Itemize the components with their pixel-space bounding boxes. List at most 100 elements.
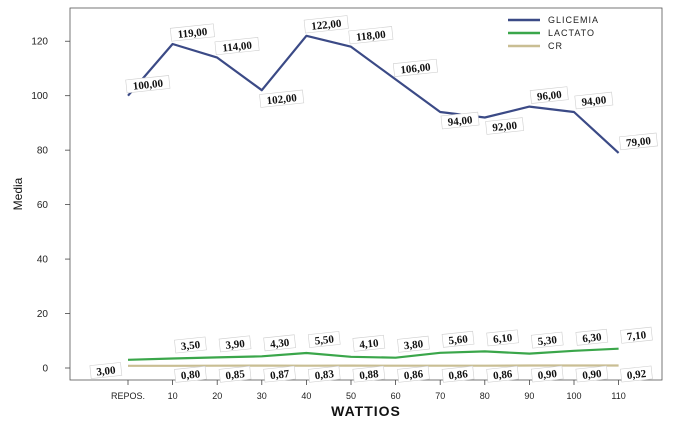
data-label-cr-group: 0,90: [575, 365, 609, 383]
data-labels: 100,00 119,00 114,00 102,00 122,00 118,00 106,…: [89, 15, 658, 383]
data-label-cr-group: 0,86: [441, 365, 475, 383]
data-label-lactato-box: [307, 331, 341, 348]
y-tick-label: 60: [37, 200, 49, 211]
data-label-cr-box: [441, 365, 475, 383]
series-lines: [127, 34, 620, 367]
legend-label-cr: CR: [548, 41, 563, 51]
x-tick-label: REPOS.: [111, 391, 145, 401]
data-label-glicemia-group: 114,00: [214, 37, 260, 56]
data-label-lactato-group: 3,00: [89, 362, 123, 379]
data-label-lactato: 3,50: [180, 339, 201, 353]
data-label-lactato: 6,30: [582, 331, 603, 345]
data-label-cr-group: 0,90: [530, 365, 564, 383]
data-label-lactato-box: [575, 328, 609, 346]
data-label-glicemia: 96,00: [536, 89, 562, 104]
data-label-glicemia-box: [485, 117, 525, 135]
legend-label-lactato: LACTATO: [548, 28, 595, 38]
data-label-cr-group: 0,87: [263, 365, 296, 383]
data-label-cr-group: 0,85: [218, 365, 252, 383]
data-label-lactato: 7,10: [626, 329, 647, 343]
data-label-lactato-group: 5,60: [441, 330, 475, 348]
data-label-cr-box: [486, 365, 519, 383]
data-label-lactato-box: [263, 334, 296, 352]
x-tick-label: 50: [346, 391, 356, 401]
data-label-cr: 0,87: [270, 368, 291, 382]
y-axis: 0 20 40 60 80 100 120: [31, 37, 70, 375]
data-label-lactato-box: [620, 326, 653, 344]
data-label-lactato-group: 4,10: [352, 334, 386, 352]
data-label-glicemia: 79,00: [626, 135, 652, 150]
data-label-glicemia-group: 102,00: [259, 89, 305, 108]
data-label-lactato: 5,50: [314, 333, 335, 347]
data-label-glicemia: 100,00: [132, 78, 164, 93]
x-tick-label: 30: [257, 391, 267, 401]
y-tick-label: 100: [31, 91, 48, 102]
data-label-cr-box: [263, 365, 296, 383]
legend-label-glicemia: GLICEMIA: [548, 15, 599, 25]
data-label-cr-group: 0,88: [352, 365, 386, 383]
data-label-glicemia-box: [529, 86, 569, 104]
y-tick-label: 80: [37, 146, 49, 157]
y-tick-label: 0: [42, 364, 48, 375]
data-label-glicemia: 119,00: [177, 26, 208, 41]
data-label-glicemia-group: 94,00: [574, 91, 614, 110]
data-label-glicemia-box: [619, 132, 658, 151]
data-label-glicemia-group: 118,00: [348, 26, 394, 45]
x-tick-label: 20: [212, 391, 222, 401]
data-label-lactato-box: [397, 335, 430, 353]
data-label-cr: 0,88: [359, 368, 380, 382]
data-label-lactato-group: 6,10: [486, 329, 519, 347]
data-label-cr: 0,86: [493, 368, 514, 382]
data-label-cr-group: 0,86: [486, 365, 519, 383]
data-label-lactato-group: 6,30: [575, 328, 609, 346]
data-label-glicemia-box: [214, 37, 260, 56]
y-axis-title: Media: [11, 177, 25, 210]
data-label-cr-group: 0,86: [397, 365, 430, 383]
data-label-cr-box: [575, 365, 609, 383]
data-label-lactato-box: [486, 329, 519, 347]
data-label-cr-box: [174, 365, 207, 383]
data-label-lactato-box: [174, 336, 207, 354]
x-axis: REPOS. 10 20 30 40 50 60 70 80 90 100 110: [111, 380, 626, 401]
data-label-glicemia-box: [440, 111, 480, 130]
x-tick-label: 110: [611, 391, 625, 401]
y-tick-label: 120: [31, 37, 48, 48]
data-label-cr: 0,92: [626, 368, 647, 382]
data-label-cr-box: [307, 365, 341, 383]
data-label-glicemia-box: [303, 15, 349, 34]
data-label-glicemia-box: [574, 91, 614, 110]
x-tick-label: 80: [480, 391, 490, 401]
data-label-lactato-box: [352, 334, 386, 352]
data-label-glicemia-group: 119,00: [169, 23, 215, 42]
x-tick-label: 60: [391, 391, 401, 401]
x-tick-label: 10: [168, 391, 178, 401]
data-label-cr-box: [530, 365, 564, 383]
data-label-lactato: 5,30: [537, 334, 558, 348]
legend: GLICEMIA LACTATO CR: [508, 15, 599, 51]
data-label-lactato: 6,10: [493, 332, 514, 346]
data-label-lactato: 4,10: [359, 337, 380, 351]
data-label-cr: 0,90: [537, 368, 558, 382]
data-label-glicemia: 92,00: [492, 120, 518, 135]
data-label-lactato-group: 7,10: [620, 326, 653, 344]
data-label-glicemia-box: [392, 58, 438, 77]
data-label-cr-box: [352, 365, 386, 383]
x-tick-label: 70: [435, 391, 445, 401]
data-label-lactato: 3,00: [96, 364, 117, 378]
data-label-glicemia: 122,00: [311, 18, 343, 33]
series-line-glicemia: [127, 34, 620, 154]
data-label-glicemia-group: 106,00: [392, 58, 438, 77]
y-tick-label: 40: [37, 255, 49, 266]
data-label-lactato-group: 5,50: [307, 331, 341, 348]
data-label-lactato-group: 5,30: [530, 331, 564, 349]
data-label-glicemia-group: 122,00: [303, 15, 349, 34]
x-tick-label: 90: [524, 391, 534, 401]
data-label-cr: 0,86: [448, 368, 469, 382]
data-label-glicemia-box: [125, 75, 171, 94]
data-label-glicemia-group: 79,00: [619, 132, 658, 151]
data-label-cr: 0,86: [403, 368, 424, 382]
data-label-lactato-group: 4,30: [263, 334, 296, 352]
data-label-lactato: 4,30: [270, 337, 291, 351]
